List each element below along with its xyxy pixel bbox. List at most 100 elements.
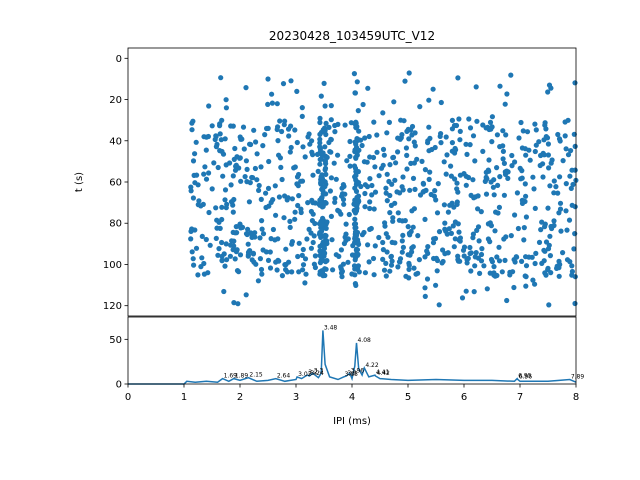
raster-point (354, 136, 360, 142)
raster-point (477, 270, 483, 276)
raster-point (219, 204, 225, 210)
raster-point (353, 207, 360, 214)
raster-point (310, 172, 316, 178)
raster-point (323, 171, 329, 177)
raster-point (199, 255, 205, 261)
raster-point (321, 250, 327, 256)
raster-point (397, 259, 403, 265)
raster-point (503, 234, 509, 240)
raster-point (356, 180, 362, 186)
raster-point (551, 218, 557, 224)
raster-point (409, 245, 415, 251)
raster-point (478, 209, 484, 215)
raster-point (272, 237, 278, 243)
raster-point (557, 138, 563, 144)
histogram-line (128, 330, 577, 385)
raster-point (381, 152, 387, 158)
raster-point (235, 301, 241, 307)
raster-point (530, 277, 536, 283)
raster-point (279, 273, 285, 279)
raster-point (491, 192, 497, 198)
raster-point (569, 268, 576, 275)
raster-point (353, 154, 359, 160)
raster-point (318, 179, 324, 185)
raster-point (445, 250, 451, 256)
raster-point (514, 190, 521, 196)
raster-point (479, 246, 485, 252)
raster-point (565, 117, 571, 123)
raster-point (374, 149, 380, 155)
raster-point (548, 223, 554, 230)
raster-point (342, 122, 348, 128)
raster-point (380, 146, 387, 152)
raster-point (339, 268, 345, 274)
raster-point (494, 165, 500, 171)
raster-point (433, 282, 439, 288)
raster-point (360, 101, 366, 108)
raster-point (564, 227, 570, 233)
raster-point (216, 246, 222, 252)
raster-point (217, 131, 223, 137)
raster-point (390, 215, 396, 221)
raster-point (444, 152, 450, 158)
raster-point (391, 99, 397, 105)
raster-point (318, 222, 324, 228)
raster-point (521, 237, 527, 243)
raster-point (189, 249, 195, 255)
raster-point (486, 157, 492, 163)
raster-point (310, 211, 316, 217)
raster-point (435, 181, 441, 187)
raster-point (500, 143, 506, 149)
raster-point (430, 240, 437, 246)
raster-point (355, 108, 361, 114)
raster-point (530, 174, 536, 180)
raster-point (249, 174, 255, 181)
histogram-peak-label: 4.22 (365, 362, 379, 369)
raster-point (463, 173, 469, 179)
raster-point (259, 218, 265, 224)
raster-point (370, 255, 377, 262)
raster-point (188, 184, 194, 190)
raster-y-tick-label: 80 (109, 219, 122, 230)
raster-point (318, 93, 324, 99)
raster-point (557, 174, 563, 180)
raster-panel: 0 20 40 60 80 100 120 t (s) (74, 47, 579, 317)
raster-point (317, 243, 323, 249)
raster-point (295, 253, 301, 260)
raster-point (369, 192, 375, 198)
raster-point (392, 240, 398, 246)
raster-point (420, 180, 426, 186)
raster-point (213, 134, 219, 140)
raster-point (494, 132, 500, 138)
raster-point (519, 168, 525, 174)
raster-point (362, 270, 368, 276)
raster-point (541, 137, 547, 143)
raster-point (231, 300, 237, 306)
raster-point (352, 165, 359, 171)
raster-point (383, 273, 389, 279)
raster-point (309, 138, 315, 144)
raster-point (352, 149, 358, 155)
raster-point (473, 250, 479, 256)
raster-point (287, 218, 293, 224)
raster-point (302, 280, 308, 286)
raster-point (450, 223, 456, 229)
raster-point (492, 228, 498, 234)
raster-point (430, 86, 436, 92)
raster-point (412, 130, 418, 136)
raster-point (563, 208, 569, 214)
raster-point (202, 164, 208, 170)
raster-point (206, 170, 212, 176)
raster-point (541, 152, 547, 158)
raster-point (467, 142, 473, 148)
raster-point (362, 190, 368, 197)
raster-point (323, 266, 329, 272)
raster-point (355, 240, 361, 246)
raster-point (567, 259, 573, 265)
raster-point (362, 204, 368, 210)
raster-point (275, 138, 281, 144)
raster-y-ticks: 0 20 40 60 80 100 120 (103, 54, 128, 312)
raster-point (305, 200, 311, 206)
raster-point (399, 218, 405, 224)
raster-point (563, 146, 569, 152)
